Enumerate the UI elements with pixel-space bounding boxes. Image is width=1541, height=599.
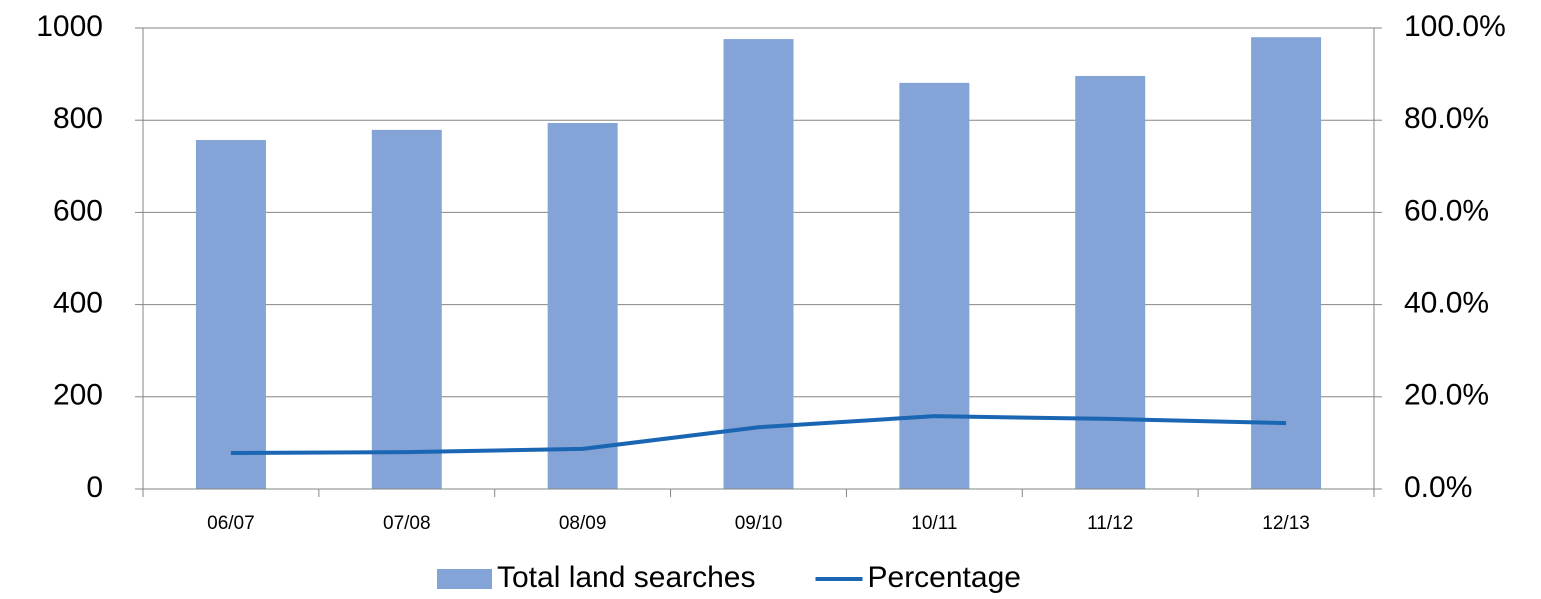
legend-swatch <box>437 569 492 589</box>
y-tick-label: 0 <box>86 471 103 504</box>
bar <box>723 39 794 490</box>
y-tick-label: 1000 <box>36 10 103 43</box>
y2-tick-label: 100.0% <box>1404 10 1506 43</box>
y2-tick-label: 40.0% <box>1404 287 1489 320</box>
bar <box>1251 37 1322 489</box>
x-tick-label: 08/09 <box>559 513 607 534</box>
legend-label: Total land searches <box>497 561 756 594</box>
x-tick-label: 10/11 <box>911 513 957 534</box>
y2-tick-label: 80.0% <box>1404 102 1489 135</box>
x-tick-label: 12/13 <box>1262 513 1310 534</box>
y-tick-label: 600 <box>53 194 103 227</box>
bar <box>547 122 618 489</box>
bar <box>899 82 970 489</box>
y-tick-label: 400 <box>53 287 103 320</box>
y2-tick-label: 20.0% <box>1404 379 1489 412</box>
bar <box>371 129 442 490</box>
y-tick-label: 200 <box>53 379 103 412</box>
line <box>230 414 1287 456</box>
legend-label: Percentage <box>868 561 1021 594</box>
y2-tick-label: 60.0% <box>1404 194 1489 227</box>
x-tick-label: 09/10 <box>735 513 783 534</box>
bar <box>1075 75 1146 489</box>
x-tick-label: 06/07 <box>207 513 255 534</box>
x-tick-label: 11/12 <box>1087 513 1133 534</box>
x-tick-label: 07/08 <box>383 513 431 534</box>
bar <box>195 140 266 489</box>
y-tick-label: 800 <box>53 102 103 135</box>
y2-tick-label: 0.0% <box>1404 471 1472 504</box>
